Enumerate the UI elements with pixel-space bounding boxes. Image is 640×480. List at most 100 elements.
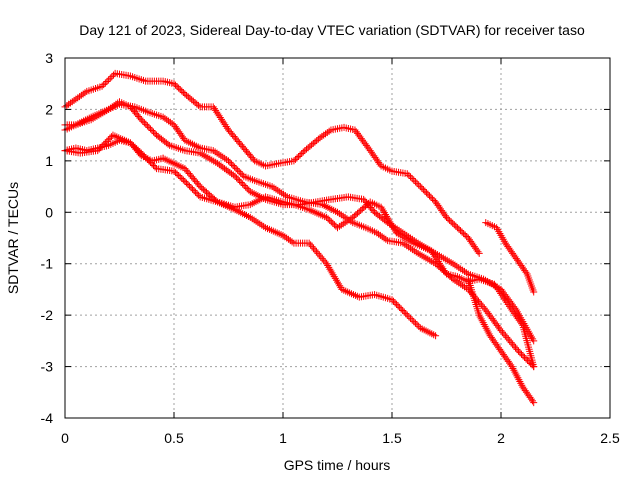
data-point bbox=[136, 114, 144, 122]
data-point bbox=[188, 96, 196, 104]
data-point bbox=[140, 119, 148, 127]
data-point bbox=[219, 117, 227, 125]
data-point bbox=[311, 138, 319, 146]
data-point bbox=[322, 130, 330, 138]
data-point bbox=[226, 158, 234, 166]
data-point bbox=[446, 216, 454, 224]
data-point bbox=[382, 235, 390, 243]
data-point bbox=[330, 221, 338, 229]
data-point bbox=[233, 174, 241, 182]
data-point bbox=[97, 143, 105, 151]
data-point bbox=[161, 114, 169, 122]
data-point bbox=[164, 140, 172, 148]
data-point bbox=[284, 235, 292, 243]
data-point bbox=[185, 182, 193, 190]
data-point bbox=[286, 237, 294, 245]
data-point bbox=[126, 139, 134, 147]
data-point bbox=[498, 328, 506, 336]
data-point bbox=[397, 305, 405, 313]
data-point bbox=[249, 155, 257, 163]
data-point bbox=[181, 177, 189, 185]
data-point bbox=[133, 145, 141, 153]
x-tick-label: 1 bbox=[279, 430, 287, 446]
data-point bbox=[416, 183, 424, 191]
data-point bbox=[308, 141, 316, 149]
y-tick-label: -4 bbox=[41, 410, 54, 426]
data-point bbox=[403, 170, 411, 178]
data-point bbox=[106, 134, 114, 142]
data-point bbox=[411, 319, 419, 327]
data-point bbox=[235, 168, 243, 176]
data-point bbox=[375, 230, 383, 238]
data-point bbox=[81, 89, 89, 97]
data-point bbox=[296, 151, 304, 159]
data-point bbox=[512, 344, 520, 352]
data-point bbox=[311, 246, 319, 254]
data-point bbox=[513, 345, 521, 353]
data-point bbox=[77, 91, 85, 99]
data-point bbox=[189, 185, 197, 193]
data-point bbox=[234, 175, 242, 183]
data-point bbox=[449, 219, 457, 227]
data-point bbox=[310, 244, 318, 252]
data-point bbox=[507, 361, 515, 369]
data-point bbox=[74, 94, 82, 102]
data-point bbox=[514, 347, 522, 355]
data-point bbox=[143, 122, 151, 130]
data-point bbox=[240, 182, 248, 190]
data-point bbox=[318, 132, 326, 140]
y-tick-label: 2 bbox=[45, 101, 53, 117]
data-point bbox=[229, 161, 237, 169]
data-point bbox=[427, 193, 435, 201]
data-point bbox=[411, 178, 419, 186]
data-point bbox=[101, 79, 109, 87]
data-point bbox=[479, 303, 487, 311]
data-point bbox=[221, 121, 229, 129]
data-point bbox=[329, 219, 337, 227]
data-point bbox=[418, 184, 426, 192]
data-point bbox=[504, 335, 512, 343]
data-point bbox=[136, 148, 144, 156]
data-point bbox=[214, 110, 222, 118]
data-point bbox=[422, 189, 430, 197]
data-point bbox=[170, 80, 178, 88]
data-point bbox=[433, 256, 441, 264]
data-point bbox=[193, 190, 201, 198]
data-point bbox=[453, 224, 461, 232]
series-arc-3 bbox=[61, 98, 538, 345]
data-point bbox=[509, 340, 517, 348]
data-point bbox=[302, 145, 310, 153]
data-point bbox=[291, 155, 299, 163]
y-tick-label: -1 bbox=[41, 256, 54, 272]
data-point bbox=[293, 154, 301, 162]
data-point bbox=[234, 166, 242, 174]
data-point bbox=[108, 73, 116, 81]
data-point bbox=[476, 299, 484, 307]
data-point bbox=[65, 100, 73, 108]
data-point bbox=[236, 177, 244, 185]
data-point bbox=[184, 181, 192, 189]
data-point bbox=[281, 233, 289, 241]
data-point bbox=[150, 128, 158, 136]
data-point bbox=[410, 176, 418, 184]
data-point bbox=[215, 112, 223, 120]
data-point bbox=[450, 221, 458, 229]
data-point bbox=[432, 332, 440, 340]
data-point bbox=[320, 256, 328, 264]
data-point bbox=[283, 234, 291, 242]
data-point bbox=[519, 352, 527, 360]
data-point bbox=[179, 89, 187, 97]
data-point bbox=[407, 314, 415, 322]
data-point bbox=[435, 259, 443, 267]
data-point bbox=[66, 99, 74, 107]
data-point bbox=[316, 134, 324, 142]
data-point bbox=[315, 251, 323, 259]
x-tick-label: 1.5 bbox=[382, 430, 402, 446]
data-point bbox=[457, 227, 465, 235]
data-point bbox=[237, 169, 245, 177]
data-point bbox=[182, 179, 190, 187]
y-tick-label: -3 bbox=[41, 359, 54, 375]
data-points bbox=[61, 69, 538, 407]
data-point bbox=[130, 142, 138, 150]
data-point bbox=[299, 148, 307, 156]
